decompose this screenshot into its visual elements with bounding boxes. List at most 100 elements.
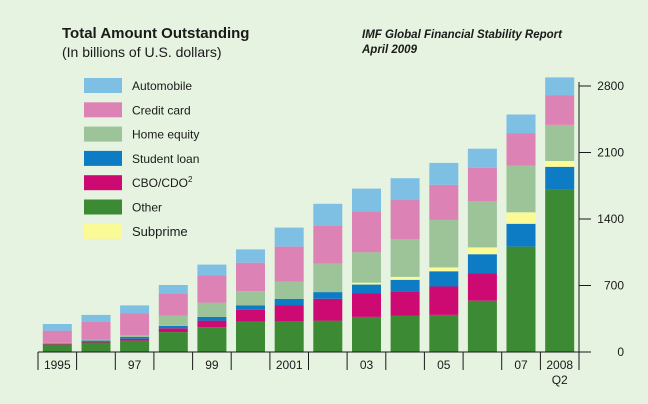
bar-segment-credit-card-2000 bbox=[236, 262, 265, 292]
legend-label-subprime: Subprime bbox=[132, 224, 188, 239]
bar-segment-other-2005 bbox=[429, 314, 459, 352]
bar-segment-subprime-2005 bbox=[429, 267, 459, 272]
x-tick-label: 05 bbox=[437, 358, 451, 372]
bar-segment-home-equity-1999 bbox=[197, 302, 227, 317]
bar-segment-credit-card-2007 bbox=[506, 133, 536, 166]
bar-segment-home-equity-1996 bbox=[81, 339, 111, 341]
bar-segment-other-2001 bbox=[274, 321, 304, 352]
bar-segment-student-loan-1997 bbox=[120, 336, 150, 339]
bar-segment-cbo-cdo-2000 bbox=[236, 309, 265, 322]
bar-segment-cbo-cdo-2004 bbox=[390, 291, 420, 316]
bar-segment-student-loan-2008-q2 bbox=[545, 166, 575, 190]
bar-segment-other-2000 bbox=[236, 321, 265, 352]
bar-segment-home-equity-2005 bbox=[429, 219, 459, 268]
legend-swatch-home-equity bbox=[84, 126, 122, 142]
bar-segment-automobile-1995 bbox=[42, 324, 72, 331]
bar-segment-home-equity-2007 bbox=[506, 165, 536, 213]
bar-segment-cbo-cdo-2005 bbox=[429, 286, 459, 315]
bar-segment-student-loan-2005 bbox=[429, 271, 459, 287]
bar-segment-other-1996 bbox=[81, 342, 111, 352]
x-tick-label: 99 bbox=[205, 358, 219, 372]
bar-segment-automobile-1997 bbox=[120, 305, 150, 313]
bar-segment-student-loan-2001 bbox=[274, 298, 304, 306]
bar-segment-subprime-2008-q2 bbox=[545, 161, 575, 167]
bar-segment-home-equity-2004 bbox=[390, 238, 420, 277]
legend-label-cbo-cdo: CBO/CDO2 bbox=[132, 175, 193, 190]
x-tick-label: Q2 bbox=[552, 373, 568, 387]
bar-segment-other-2003 bbox=[352, 316, 381, 352]
bar-segment-credit-card-2004 bbox=[390, 200, 420, 239]
bar-segment-student-loan-2003 bbox=[352, 284, 381, 294]
bar-segment-student-loan-2007 bbox=[506, 223, 536, 247]
bar-segment-subprime-2006 bbox=[467, 247, 497, 255]
bar-segment-credit-card-2006 bbox=[467, 167, 497, 201]
x-tick-label: 97 bbox=[128, 358, 142, 372]
bar-segment-cbo-cdo-2001 bbox=[274, 305, 304, 322]
legend-label-home-equity: Home equity bbox=[132, 128, 199, 142]
bar-segment-other-2004 bbox=[390, 315, 420, 352]
bar-segment-home-equity-1997 bbox=[120, 334, 150, 337]
bar-segment-cbo-cdo-1999 bbox=[197, 320, 227, 328]
bar-segment-credit-card-1998 bbox=[158, 293, 188, 316]
bar-segment-student-loan-2002 bbox=[313, 292, 343, 299]
legend-label-credit-card: Credit card bbox=[132, 103, 191, 117]
bar-segment-credit-card-1999 bbox=[197, 275, 227, 303]
x-tick-label: 2001 bbox=[276, 358, 303, 372]
bar-segment-home-equity-1998 bbox=[158, 315, 188, 326]
chart-title: Total Amount Outstanding bbox=[62, 25, 249, 42]
bar-segment-cbo-cdo-2002 bbox=[313, 298, 343, 321]
bar-segment-student-loan-1996 bbox=[81, 340, 111, 342]
bar-segment-automobile-1999 bbox=[197, 264, 227, 275]
bar-segment-credit-card-2001 bbox=[274, 246, 304, 282]
bar-segment-credit-card-2008-q2 bbox=[545, 95, 575, 125]
bar-segment-automobile-2005 bbox=[429, 162, 459, 185]
bar-segment-automobile-2000 bbox=[236, 249, 265, 263]
legend-swatch-subprime bbox=[84, 223, 122, 239]
chart-subtitle: (In billions of U.S. dollars) bbox=[62, 44, 222, 60]
bar-segment-credit-card-1996 bbox=[81, 321, 111, 340]
legend-swatch-credit-card bbox=[84, 102, 122, 118]
bar-segment-automobile-2004 bbox=[390, 178, 420, 201]
x-tick-label: 03 bbox=[360, 358, 374, 372]
y-tick-label: 700 bbox=[604, 279, 624, 293]
bar-segment-cbo-cdo-1995 bbox=[42, 343, 72, 345]
bar-segment-cbo-cdo-1996 bbox=[81, 341, 111, 343]
bar-segment-cbo-cdo-1998 bbox=[158, 328, 188, 333]
bar-segment-home-equity-1995 bbox=[42, 343, 72, 344]
bar-segment-other-1997 bbox=[120, 340, 150, 352]
y-tick-label: 1400 bbox=[597, 212, 624, 226]
y-tick-label: 2100 bbox=[597, 146, 624, 160]
bar-segment-other-2006 bbox=[467, 300, 497, 352]
legend: Automobile Credit card Home equity Student … bbox=[84, 78, 199, 239]
bar-segment-automobile-2006 bbox=[467, 148, 497, 168]
bar-segment-other-1999 bbox=[197, 327, 227, 352]
y-tick-label: 0 bbox=[617, 345, 624, 359]
bar-segment-home-equity-2002 bbox=[313, 263, 343, 293]
bar-segment-student-loan-1999 bbox=[197, 316, 227, 321]
bar-segment-home-equity-2003 bbox=[352, 252, 381, 283]
bar-segment-subprime-2004 bbox=[390, 276, 420, 280]
bar-segment-cbo-cdo-2006 bbox=[467, 273, 497, 301]
bar-segment-student-loan-2004 bbox=[390, 279, 420, 292]
bar-segment-cbo-cdo-1997 bbox=[120, 338, 150, 341]
legend-label-other: Other bbox=[132, 201, 162, 215]
bar-segment-other-2002 bbox=[313, 320, 343, 352]
bar-segment-other-2007 bbox=[506, 246, 536, 353]
x-tick-label: 07 bbox=[514, 358, 528, 372]
legend-label-automobile: Automobile bbox=[132, 79, 192, 93]
bar-segment-automobile-2008-q2 bbox=[545, 77, 575, 96]
bar-segment-credit-card-1995 bbox=[42, 330, 72, 343]
legend-swatch-other bbox=[84, 199, 122, 215]
legend-label-student-loan: Student loan bbox=[132, 152, 199, 166]
bar-segment-home-equity-2000 bbox=[236, 291, 265, 306]
bar-segment-home-equity-2006 bbox=[467, 200, 497, 248]
bar-segment-other-1998 bbox=[158, 332, 188, 352]
bar-segment-student-loan-1995 bbox=[42, 343, 72, 344]
bar-segment-credit-card-1997 bbox=[120, 313, 150, 335]
bar-segment-student-loan-1998 bbox=[158, 325, 188, 329]
legend-swatch-cbo-cdo bbox=[84, 175, 122, 191]
bar-segment-other-2008-q2 bbox=[545, 189, 575, 352]
bar-segment-automobile-2002 bbox=[313, 203, 343, 226]
